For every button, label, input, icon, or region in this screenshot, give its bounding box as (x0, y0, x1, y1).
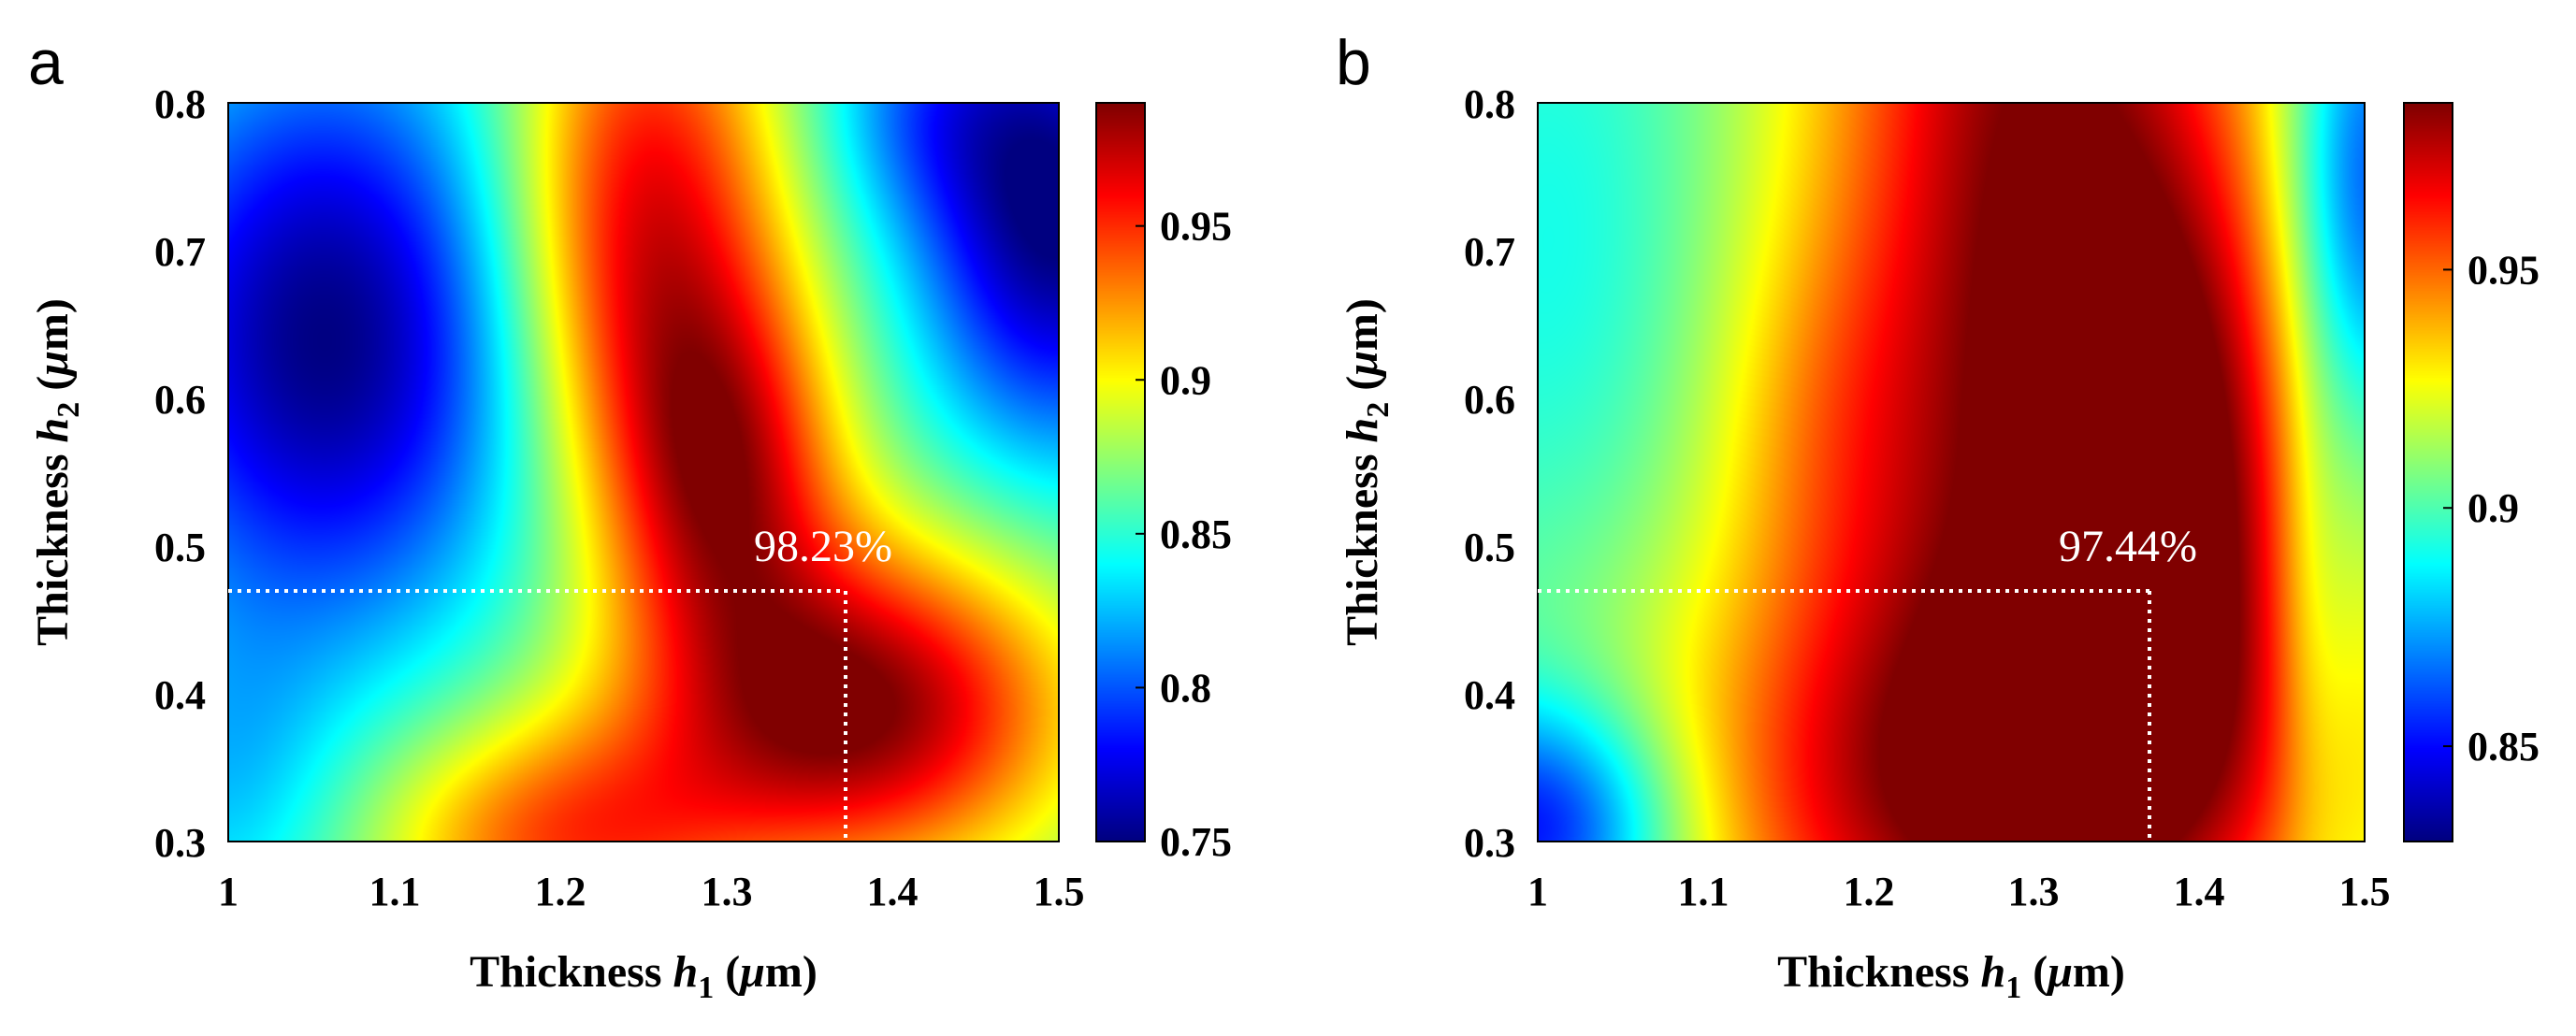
y-axis-label-var: h (1338, 418, 1387, 443)
x-tick-label-a: 1 (218, 869, 239, 914)
y-ticks-b: 0.3 0.4 0.5 0.6 0.7 0.8 (1464, 81, 1515, 866)
x-ticks-a: 1 1.1 1.2 1.3 1.4 1.5 (218, 869, 1085, 914)
x-axis-label-unit: ( (2021, 947, 2048, 997)
y-axis-label-mu: μ (28, 351, 78, 379)
y-tick-label-b: 0.4 (1464, 672, 1515, 718)
colorbar-tick-label: 0.95 (2467, 247, 2540, 293)
x-axis-label-m: m) (765, 947, 818, 997)
x-tick-label-b: 1.4 (2174, 869, 2225, 914)
x-tick-label-a: 1.1 (369, 869, 421, 914)
x-tick-label-a: 1.5 (1034, 869, 1085, 914)
colorbar-tick-label: 0.85 (1160, 511, 1232, 557)
x-tick-label-b: 1.3 (2008, 869, 2060, 914)
colorbar-tick-label: 0.95 (1160, 204, 1232, 250)
y-axis-label-unit: ( (1338, 376, 1387, 402)
panel-a: a 98.23% 0.3 0.4 0.5 0.6 0.7 0.8 1 1.1 1… (28, 27, 1232, 1005)
panel-b: b 97.44% 0.3 0.4 0.5 0.6 0.7 0.8 1 1.1 1… (1336, 27, 2540, 1005)
colorbar-frame-b (2403, 102, 2453, 842)
y-tick-label-a: 0.4 (154, 672, 206, 718)
heatmap-plot-b (1538, 103, 2365, 842)
y-axis-label-mu: μ (1338, 351, 1387, 379)
panel-letter-b: b (1336, 27, 1371, 98)
x-axis-label-b: Thickness h1 (μm) (1777, 947, 2125, 1005)
x-tick-label-a: 1.4 (867, 869, 919, 914)
x-tick-label-b: 1 (1527, 869, 1548, 914)
x-axis-label-mu: μ (2045, 947, 2073, 997)
colorbar-tick-label: 0.8 (1160, 665, 1211, 711)
plot-frame-a (227, 102, 1060, 842)
optimum-label-b: 97.44% (2059, 522, 2197, 571)
colorbar-b (2404, 103, 2453, 842)
heatmap-plot-a (228, 103, 1059, 842)
plot-frame-b (1537, 102, 2366, 842)
y-axis-label-sub: 2 (51, 402, 86, 418)
y-axis-label-m: m) (28, 298, 78, 351)
colorbar-frame-a (1095, 102, 1146, 842)
x-axis-label-a: Thickness h1 (μm) (470, 947, 818, 1005)
y-axis-label-prefix: Thickness (1338, 442, 1387, 645)
y-tick-label-a: 0.5 (154, 525, 206, 570)
y-axis-label-a: Thickness h2 (μm) (28, 298, 86, 646)
y-tick-label-b: 0.5 (1464, 525, 1515, 570)
y-tick-label-a: 0.7 (154, 229, 206, 275)
x-axis-label-prefix: Thickness (1777, 947, 1980, 997)
colorbar-tick-label: 0.85 (2467, 724, 2540, 770)
x-tick-label-b: 1.2 (1844, 869, 1895, 914)
colorbar-tick-label: 0.9 (2467, 485, 2519, 531)
y-axis-label-b: Thickness h2 (μm) (1338, 298, 1396, 646)
y-axis-label-var: h (28, 418, 78, 443)
y-axis-label-unit: ( (28, 376, 78, 402)
colorbar-a (1096, 103, 1145, 842)
y-ticks-a: 0.3 0.4 0.5 0.6 0.7 0.8 (154, 81, 206, 866)
optimum-label-a: 98.23% (754, 522, 892, 571)
x-axis-label-sub: 1 (698, 971, 714, 1005)
x-tick-label-a: 1.3 (702, 869, 753, 914)
x-axis-label-mu: μ (737, 947, 765, 997)
y-tick-label-a: 0.8 (154, 81, 206, 127)
x-axis-label-prefix: Thickness (470, 947, 673, 997)
colorbar-tick-label: 0.9 (1160, 357, 1211, 403)
y-tick-label-b: 0.3 (1464, 820, 1515, 866)
y-tick-label-a: 0.6 (154, 377, 206, 423)
y-axis-label-sub: 2 (1361, 402, 1396, 418)
x-axis-label-sub: 1 (2005, 971, 2021, 1005)
y-axis-label-m: m) (1338, 298, 1387, 351)
colorbar-ticks-b: 0.85 0.9 0.95 (2443, 247, 2540, 770)
panel-letter-a: a (28, 27, 64, 98)
x-tick-label-b: 1.5 (2339, 869, 2391, 914)
x-axis-label-m: m) (2073, 947, 2125, 997)
colorbar-ticks-a: 0.75 0.8 0.85 0.9 0.95 (1136, 204, 1232, 865)
x-ticks-b: 1 1.1 1.2 1.3 1.4 1.5 (1527, 869, 2391, 914)
x-axis-label-var: h (673, 947, 699, 997)
x-tick-label-b: 1.1 (1678, 869, 1729, 914)
y-tick-label-b: 0.6 (1464, 377, 1515, 423)
y-axis-label-prefix: Thickness (28, 442, 78, 645)
x-tick-label-a: 1.2 (535, 869, 586, 914)
colorbar-tick-label: 0.75 (1160, 819, 1232, 865)
x-axis-label-var: h (1981, 947, 2006, 997)
y-tick-label-a: 0.3 (154, 820, 206, 866)
x-axis-label-unit: ( (714, 947, 740, 997)
y-tick-label-b: 0.7 (1464, 229, 1515, 275)
y-tick-label-b: 0.8 (1464, 81, 1515, 127)
